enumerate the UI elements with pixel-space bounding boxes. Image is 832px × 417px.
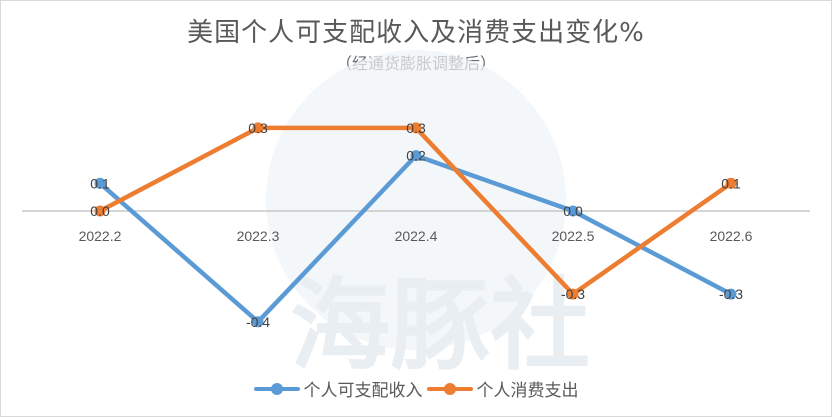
data-point-marker[interactable]	[252, 122, 264, 134]
x-axis-tick-labels: 2022.2 2022.3 2022.4 2022.5 2022.6	[79, 228, 753, 244]
data-point-marker[interactable]	[94, 205, 106, 217]
legend-item-spending[interactable]: 个人消费支出	[426, 376, 579, 401]
x-tick-label: 2022.5	[552, 228, 595, 244]
legend-line-marker-icon	[426, 382, 473, 396]
x-tick-label: 2022.6	[710, 228, 753, 244]
data-label: -0.3	[561, 286, 585, 302]
x-tick-label: 2022.3	[237, 228, 280, 244]
x-tick-label: 2022.2	[79, 228, 122, 244]
series-lines	[94, 122, 737, 328]
x-tick-label: 2022.4	[395, 228, 438, 244]
data-point-marker[interactable]	[567, 288, 579, 300]
data-label: 0.1	[721, 175, 741, 191]
data-point-marker[interactable]	[725, 288, 737, 300]
data-label: -0.4	[246, 314, 270, 330]
data-label: 0.3	[406, 120, 426, 136]
data-point-marker[interactable]	[410, 122, 422, 134]
svg-text:海豚社: 海豚社	[290, 267, 590, 384]
legend-label: 个人可支配收入	[303, 381, 423, 401]
data-label: 0.0	[90, 203, 110, 219]
legend-label: 个人消费支出	[476, 381, 579, 401]
data-label: -0.3	[719, 286, 743, 302]
chart-title: 美国个人可支配收入及消费支出变化%	[187, 18, 645, 48]
data-point-marker[interactable]	[94, 177, 106, 189]
data-point-marker[interactable]	[567, 205, 579, 217]
legend-line-marker-icon	[253, 382, 300, 396]
data-point-marker[interactable]	[725, 177, 737, 189]
data-point-marker[interactable]	[410, 150, 422, 162]
legend-item-income[interactable]: 个人可支配收入	[253, 376, 423, 401]
data-point-marker[interactable]	[252, 316, 264, 328]
data-labels: 0.1 -0.4 0.2 0.0 -0.3 0.0 0.3 0.3 -0.3 0.1	[90, 120, 743, 330]
legend: 个人可支配收入 个人消费支出	[0, 376, 832, 401]
data-label: 0.1	[90, 175, 110, 191]
data-label: 0.3	[248, 120, 268, 136]
watermark: 海豚社	[266, 50, 590, 384]
data-label: 0.2	[406, 148, 426, 164]
data-label: 0.0	[563, 203, 583, 219]
